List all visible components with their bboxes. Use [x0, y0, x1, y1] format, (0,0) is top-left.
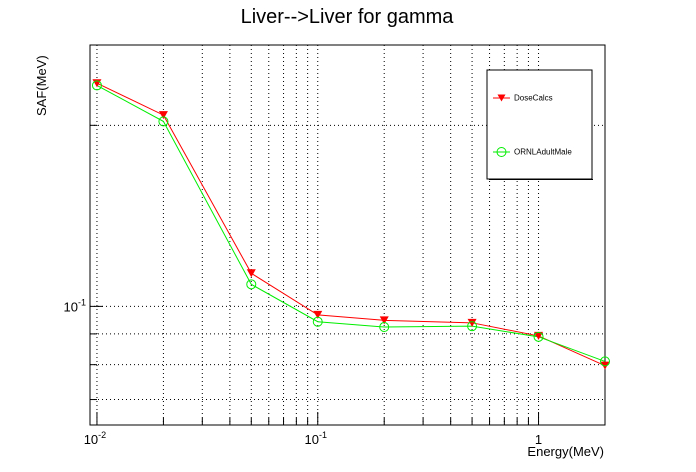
legend: DoseCalcs ORNLAdultMale: [486, 69, 593, 180]
grid-lines: [90, 45, 606, 425]
x-tick-label: 10-1: [305, 430, 327, 447]
data-point-1: [312, 316, 323, 327]
legend-label-dosecalcs: DoseCalcs: [514, 94, 553, 103]
data-point-0: [379, 316, 389, 325]
axis-ticks: 10-2 10-1 1 10-1: [64, 124, 606, 447]
data-point-0: [534, 331, 544, 340]
legend-box: [486, 69, 593, 180]
x-tick-label: 1: [535, 432, 542, 447]
legend-shadow: [489, 179, 593, 180]
data-point-1: [91, 80, 102, 91]
legend-label-ornladultmale: ORNLAdultMale: [514, 148, 572, 157]
series-line-0: [96, 82, 606, 367]
data-point-1: [600, 356, 610, 367]
x-tick-label: 10-2: [84, 430, 106, 447]
data-point-0: [246, 269, 256, 278]
chart-title: Liver-->Liver for gamma: [241, 6, 455, 28]
legend-marker-dosecalcs: [497, 94, 506, 102]
y-tick-label: 10-1: [64, 297, 86, 314]
data-point-1: [379, 322, 390, 333]
data-point-0: [313, 310, 323, 319]
x-axis-label: Energy(MeV): [527, 444, 604, 459]
data-point-1: [467, 321, 478, 332]
data-point-0: [158, 111, 168, 120]
data-point-0: [467, 318, 477, 327]
series-line-1: [96, 84, 606, 362]
data-point-1: [246, 279, 257, 290]
legend-marker-ornladultmale: [496, 147, 507, 157]
data-point-1: [533, 331, 544, 342]
data-point-0: [92, 79, 102, 88]
y-axis-label: SAF(MeV): [34, 55, 49, 116]
series-layer: [91, 79, 610, 370]
data-point-1: [158, 116, 169, 127]
plot-frame: [89, 44, 606, 426]
